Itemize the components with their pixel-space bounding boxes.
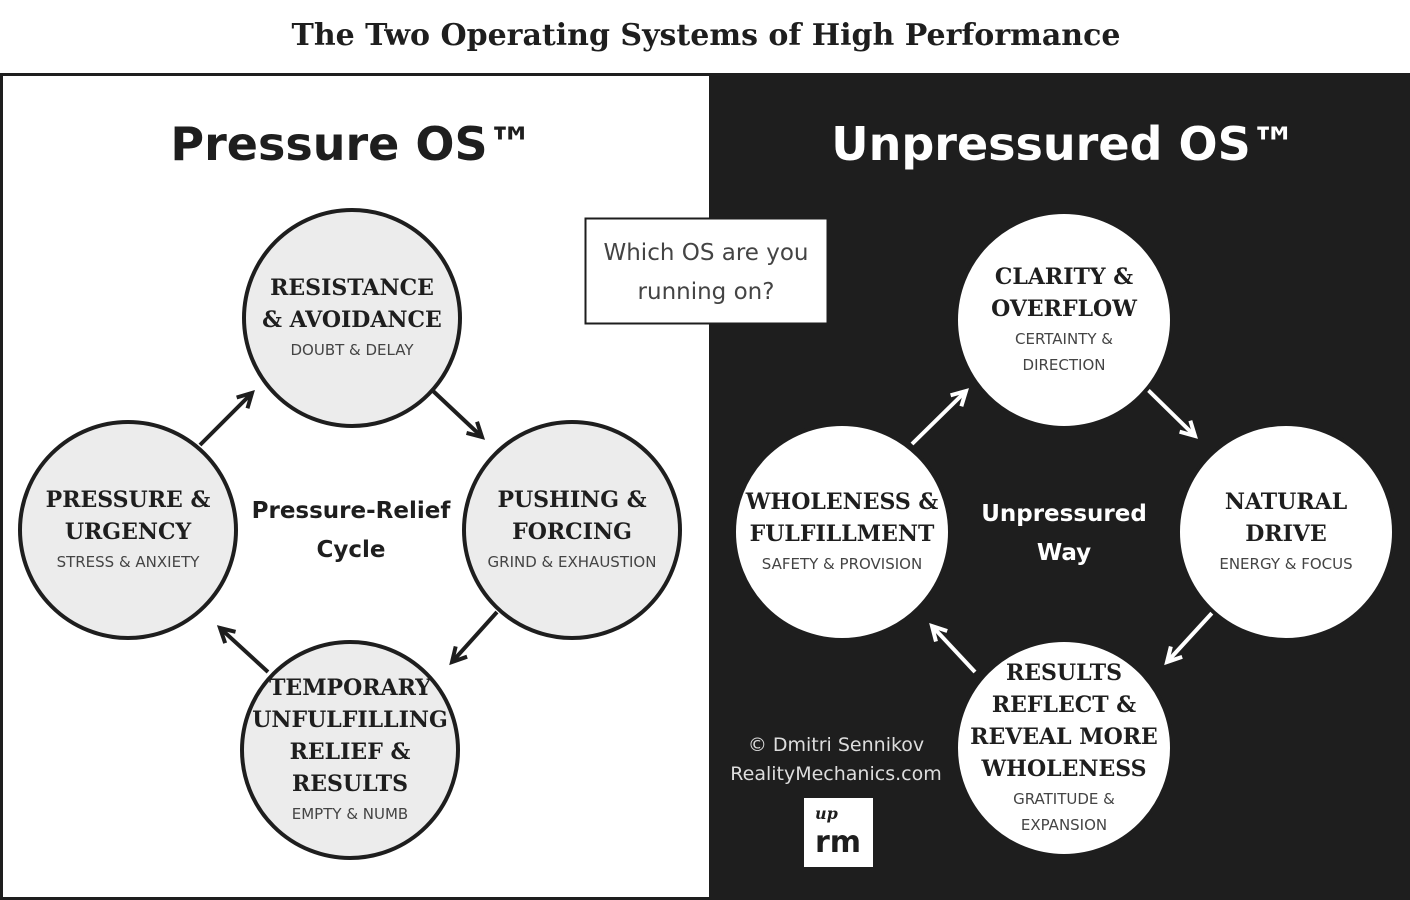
circle-results-reflect: RESULTS REFLECT & REVEAL MORE WHOLENESS GRAT…: [954, 638, 1174, 858]
pressure-os-heading: Pressure OS™: [170, 117, 533, 171]
circle-subtitle-line: EXPANSION: [1021, 816, 1107, 834]
circle-subtitle-line: DOUBT & DELAY: [290, 341, 414, 359]
circle-title-line: OVERFLOW: [991, 296, 1137, 322]
arrow-icon: [929, 622, 977, 674]
circle-title-line: RELIEF &: [290, 739, 411, 765]
arrow-icon: [910, 388, 969, 446]
circle-title-line: FORCING: [512, 519, 632, 545]
arrow-icon: [1164, 611, 1214, 666]
circle-title-line: URGENCY: [65, 519, 192, 545]
circle-title-line: WHOLENESS &: [745, 489, 939, 515]
circle-title-line: RESULTS: [292, 771, 408, 797]
cycle-arrows: [198, 388, 1214, 674]
circle-subtitle-line: ENERGY & FOCUS: [1219, 555, 1352, 573]
circle-subtitle-line: GRATITUDE &: [1013, 790, 1115, 808]
credit-website: RealityMechanics.com: [730, 763, 941, 785]
circle-natural-drive: NATURAL DRIVE ENERGY & FOCUS: [1176, 422, 1396, 642]
circle-title-line: NATURAL: [1225, 489, 1347, 515]
circle-title-line: RESULTS: [1006, 660, 1122, 686]
question-line-1: Which OS are you: [603, 240, 808, 266]
circle-subtitle-line: STRESS & ANXIETY: [57, 553, 201, 571]
circle-title-line: PRESSURE &: [46, 487, 211, 513]
circle-title-line: & AVOIDANCE: [262, 307, 442, 333]
arrow-icon: [1146, 388, 1198, 439]
circle-subtitle-line: DIRECTION: [1023, 356, 1106, 374]
circle-title-line: WHOLENESS: [980, 756, 1146, 782]
circle-subtitle-line: CERTAINTY &: [1015, 330, 1113, 348]
main-title: The Two Operating Systems of High Perfor…: [292, 18, 1121, 53]
rm-logo: up rm: [804, 798, 873, 867]
circle-title-line: RESISTANCE: [270, 275, 434, 301]
question-box: Which OS are you running on?: [584, 217, 829, 325]
circle-resistance-avoidance: RESISTANCE & AVOIDANCE DOUBT & DELAY: [242, 208, 462, 428]
arrow-icon: [198, 390, 255, 447]
circle-pushing-forcing: PUSHING & FORCING GRIND & EXHAUSTION: [462, 420, 682, 640]
left-center-label-2: Cycle: [317, 537, 386, 563]
circle-title-line: REFLECT &: [992, 692, 1136, 718]
circle-wholeness-fulfillment: WHOLENESS & FULFILLMENT SAFETY & PROVISION: [732, 422, 952, 642]
question-line-2: running on?: [638, 279, 775, 305]
circle-title-line: DRIVE: [1245, 521, 1327, 547]
circle-title-line: PUSHING &: [497, 487, 646, 513]
logo-text: rm: [815, 825, 861, 860]
right-center-label-2: Way: [1037, 540, 1091, 566]
arrow-icon: [430, 388, 486, 440]
unpressured-os-heading: Unpressured OS™: [831, 117, 1296, 171]
circle-clarity-overflow: CLARITY & OVERFLOW CERTAINTY & DIRECTION: [954, 210, 1174, 430]
arrow-icon: [449, 610, 499, 666]
circle-title-line: CLARITY &: [995, 264, 1133, 290]
circle-subtitle-line: SAFETY & PROVISION: [762, 555, 922, 573]
right-center-label-1: Unpressured: [981, 501, 1147, 527]
credit-author: © Dmitri Sennikov: [748, 734, 924, 756]
circle-temporary-relief: TEMPORARY UNFULFILLING RELIEF & RESULTS EMPT…: [240, 640, 460, 860]
circle-pressure-urgency: PRESSURE & URGENCY STRESS & ANXIETY: [18, 420, 238, 640]
left-center-label-1: Pressure-Relief: [252, 498, 452, 524]
circle-title-line: TEMPORARY: [269, 675, 431, 701]
circle-subtitle-line: GRIND & EXHAUSTION: [488, 553, 657, 571]
circle-title-line: REVEAL MORE: [970, 724, 1158, 750]
circle-subtitle-line: EMPTY & NUMB: [292, 805, 408, 823]
circle-title-line: UNFULFILLING: [252, 707, 448, 733]
circle-title-line: FULFILLMENT: [750, 521, 935, 547]
arrow-icon: [216, 625, 270, 674]
svg-text:up: up: [815, 804, 838, 823]
